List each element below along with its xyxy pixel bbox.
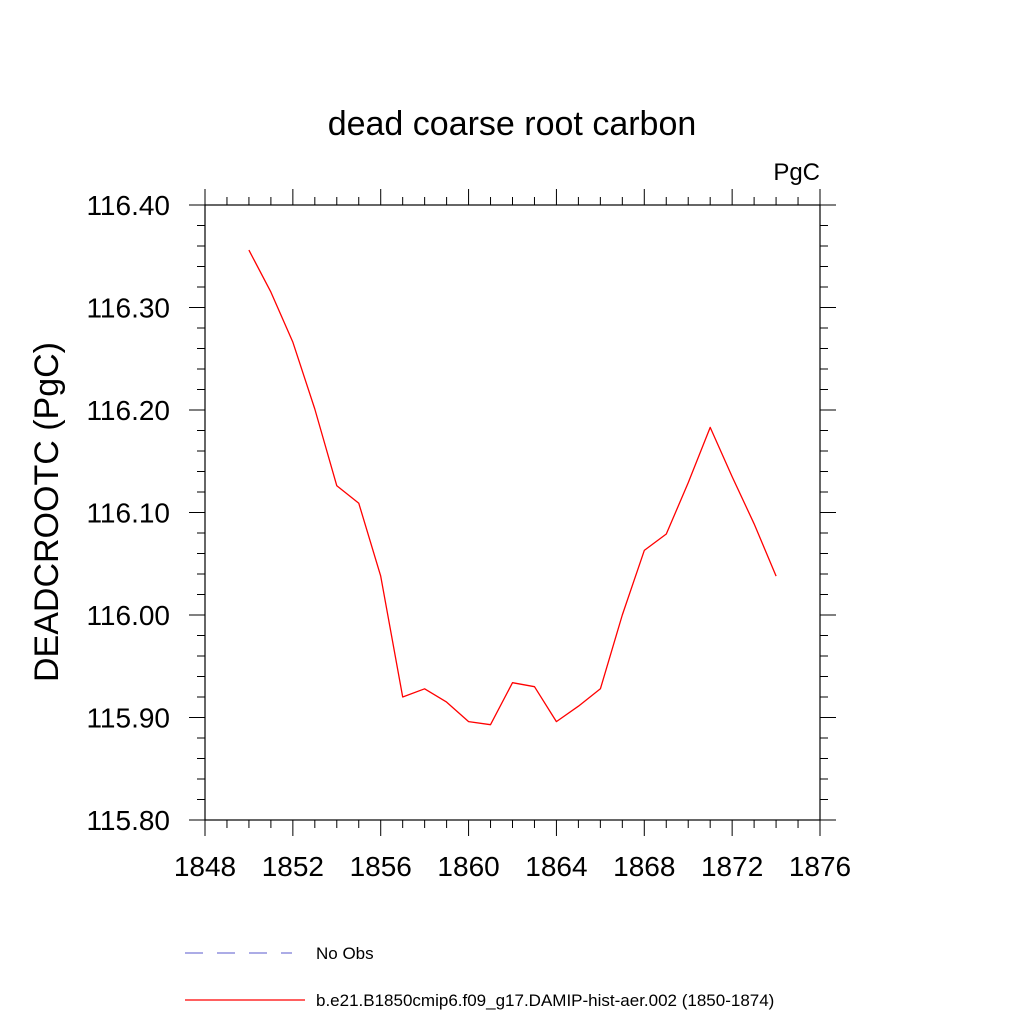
chart-title: dead coarse root carbon: [328, 105, 697, 143]
legend: No Obs b.e21.B1850cmip6.f09_g17.DAMIP-hi…: [185, 944, 774, 1010]
y-tick-label: 116.40: [86, 190, 170, 221]
x-tick-label: 1860: [437, 851, 499, 882]
legend-label-no-obs: No Obs: [316, 944, 374, 963]
x-tick-label: 1848: [174, 851, 236, 882]
y-tick-label: 116.00: [86, 600, 170, 631]
x-tick-label: 1864: [525, 851, 587, 882]
plot-frame: [204, 204, 821, 821]
x-tick-label: 1856: [350, 851, 412, 882]
x-tick-label: 1876: [789, 851, 851, 882]
y-tick-label: 116.20: [86, 395, 170, 426]
series-layer: [248, 249, 777, 726]
y-tick-label: 116.30: [86, 293, 170, 324]
units-label: PgC: [773, 159, 820, 186]
series-line-1: [248, 249, 777, 726]
axis-ticks: 1848 1852 1856 1860 1864 1868 1872 1876 115.80 11…: [86, 189, 851, 882]
x-tick-label: 1872: [701, 851, 763, 882]
y-axis-label: DEADCROOTC (PgC): [28, 342, 66, 682]
legend-label-model-run: b.e21.B1850cmip6.f09_g17.DAMIP-hist-aer.…: [316, 991, 774, 1010]
x-tick-label: 1852: [262, 851, 324, 882]
x-tick-label: 1868: [613, 851, 675, 882]
y-tick-label: 115.90: [86, 703, 170, 734]
y-tick-label: 115.80: [86, 805, 170, 836]
y-tick-label: 116.10: [86, 498, 170, 529]
